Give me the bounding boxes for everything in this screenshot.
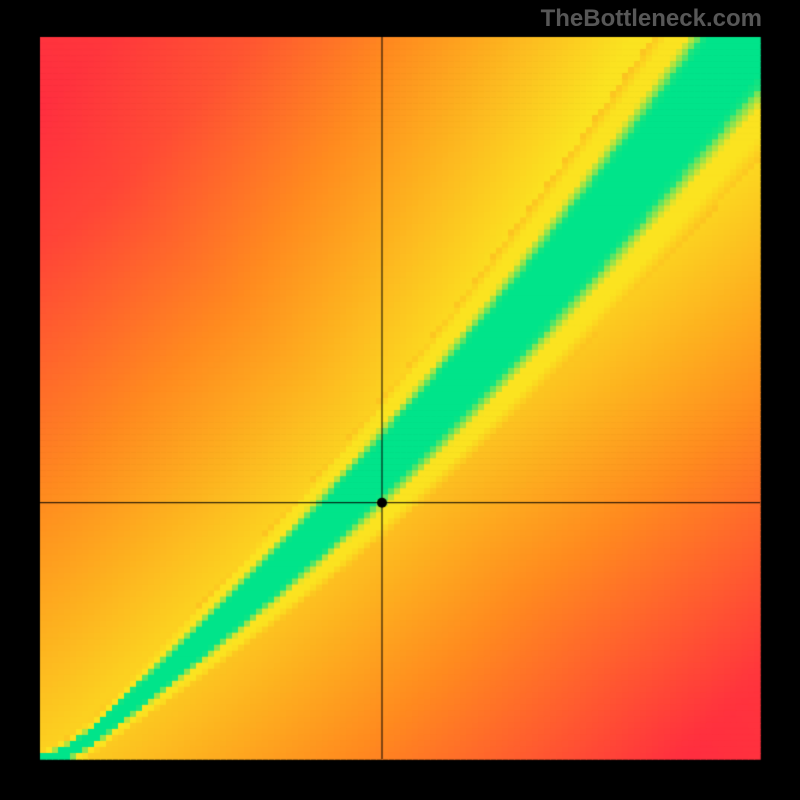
- watermark-text: TheBottleneck.com: [541, 5, 762, 33]
- chart-container: TheBottleneck.com: [0, 0, 800, 800]
- bottleneck-heatmap: [0, 0, 800, 800]
